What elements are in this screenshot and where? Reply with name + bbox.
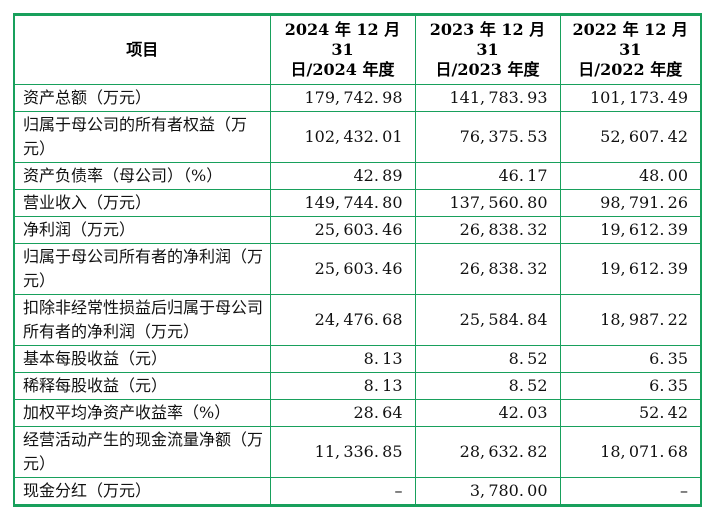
value-2024: 11, 336. 85 [269,426,416,478]
table-row: 资产负债率（母公司）（%） 42. 89 46. 17 48. 00 [13,162,702,190]
table-row: 营业收入（万元） 149, 744. 80 137, 560. 80 98, 7… [13,189,702,217]
header-item-label: 项目 [126,40,159,59]
row-label: 经营活动产生的现金流量净额（万元） [13,426,271,478]
value-2023: 8. 52 [414,372,561,400]
row-label: 扣除非经常性损益后归属于母公司所有者的净利润（万元） [13,294,271,346]
value-2024: 8. 13 [269,372,416,400]
row-label: 归属于母公司的所有者权益（万元） [13,111,271,163]
header-row: 项目 2024 年 12 月 31 日/2024 年度 2023 年 12 月 … [13,14,702,85]
value-2024: 102, 432. 01 [269,111,416,163]
header-period-2022-line1: 2022 年 12 月 31 [572,20,688,59]
value-2024: 24, 476. 68 [269,294,416,346]
header-period-2024: 2024 年 12 月 31 日/2024 年度 [269,14,416,85]
table-row: 现金分红（万元） – 3, 780. 00 – [13,477,702,506]
table-row: 资产总额（万元） 179, 742. 98 141, 783. 93 101, … [13,84,702,112]
header-period-2022-line2: 日/2022 年度 [578,60,683,79]
row-label: 加权平均净资产收益率（%） [13,399,271,427]
value-2023: 25, 584. 84 [414,294,561,346]
value-2024: 42. 89 [269,162,416,190]
table-row: 基本每股收益（元） 8. 13 8. 52 6. 35 [13,345,702,373]
value-2023: 42. 03 [414,399,561,427]
header-period-2024-line1: 2024 年 12 月 31 [284,20,401,59]
value-2022: – [559,477,702,506]
value-2023: 46. 17 [414,162,561,190]
table-row: 归属于母公司所有者的净利润（万元） 25, 603. 46 26, 838. 3… [13,243,702,295]
value-2023: 76, 375. 53 [414,111,561,163]
header-period-2024-line2: 日/2024 年度 [290,60,395,79]
value-2023: 28, 632. 82 [414,426,561,478]
value-2023: 26, 838. 32 [414,243,561,295]
table-row: 归属于母公司的所有者权益（万元） 102, 432. 01 76, 375. 5… [13,111,702,163]
value-2022: 18, 987. 22 [559,294,702,346]
row-label: 资产负债率（母公司）（%） [13,162,271,190]
header-period-2023: 2023 年 12 月 31 日/2023 年度 [414,14,561,85]
row-label: 现金分红（万元） [13,477,271,506]
value-2022: 48. 00 [559,162,702,190]
value-2024: 28. 64 [269,399,416,427]
value-2022: 52, 607. 42 [559,111,702,163]
value-2023: 3, 780. 00 [414,477,561,506]
table-row: 稀释每股收益（元） 8. 13 8. 52 6. 35 [13,372,702,400]
row-label: 营业收入（万元） [13,189,271,217]
table-row: 加权平均净资产收益率（%） 28. 64 42. 03 52. 42 [13,399,702,427]
value-2023: 137, 560. 80 [414,189,561,217]
value-2024: – [269,477,416,506]
table-row: 经营活动产生的现金流量净额（万元） 11, 336. 85 28, 632. 8… [13,426,702,478]
header-item: 项目 [13,14,271,85]
value-2022: 6. 35 [559,372,702,400]
value-2022: 18, 071. 68 [559,426,702,478]
header-period-2023-line1: 2023 年 12 月 31 [429,20,546,59]
value-2024: 25, 603. 46 [269,216,416,244]
value-2023: 26, 838. 32 [414,216,561,244]
value-2024: 25, 603. 46 [269,243,416,295]
row-label: 稀释每股收益（元） [13,372,271,400]
row-label: 归属于母公司所有者的净利润（万元） [13,243,271,295]
value-2022: 6. 35 [559,345,702,373]
row-label: 资产总额（万元） [13,84,271,112]
value-2022: 19, 612. 39 [559,216,702,244]
value-2024: 149, 744. 80 [269,189,416,217]
table-row: 扣除非经常性损益后归属于母公司所有者的净利润（万元） 24, 476. 68 2… [13,294,702,346]
header-period-2023-line2: 日/2023 年度 [435,60,540,79]
value-2024: 179, 742. 98 [269,84,416,112]
value-2023: 141, 783. 93 [414,84,561,112]
value-2024: 8. 13 [269,345,416,373]
value-2023: 8. 52 [414,345,561,373]
value-2022: 19, 612. 39 [559,243,702,295]
header-period-2022: 2022 年 12 月 31 日/2022 年度 [559,14,702,85]
row-label: 基本每股收益（元） [13,345,271,373]
value-2022: 101, 173. 49 [559,84,702,112]
value-2022: 98, 791. 26 [559,189,702,217]
table-row: 净利润（万元） 25, 603. 46 26, 838. 32 19, 612.… [13,216,702,244]
row-label: 净利润（万元） [13,216,271,244]
financial-summary-table-wrap: 项目 2024 年 12 月 31 日/2024 年度 2023 年 12 月 … [13,13,702,507]
value-2022: 52. 42 [559,399,702,427]
financial-summary-table: 项目 2024 年 12 月 31 日/2024 年度 2023 年 12 月 … [13,13,702,507]
